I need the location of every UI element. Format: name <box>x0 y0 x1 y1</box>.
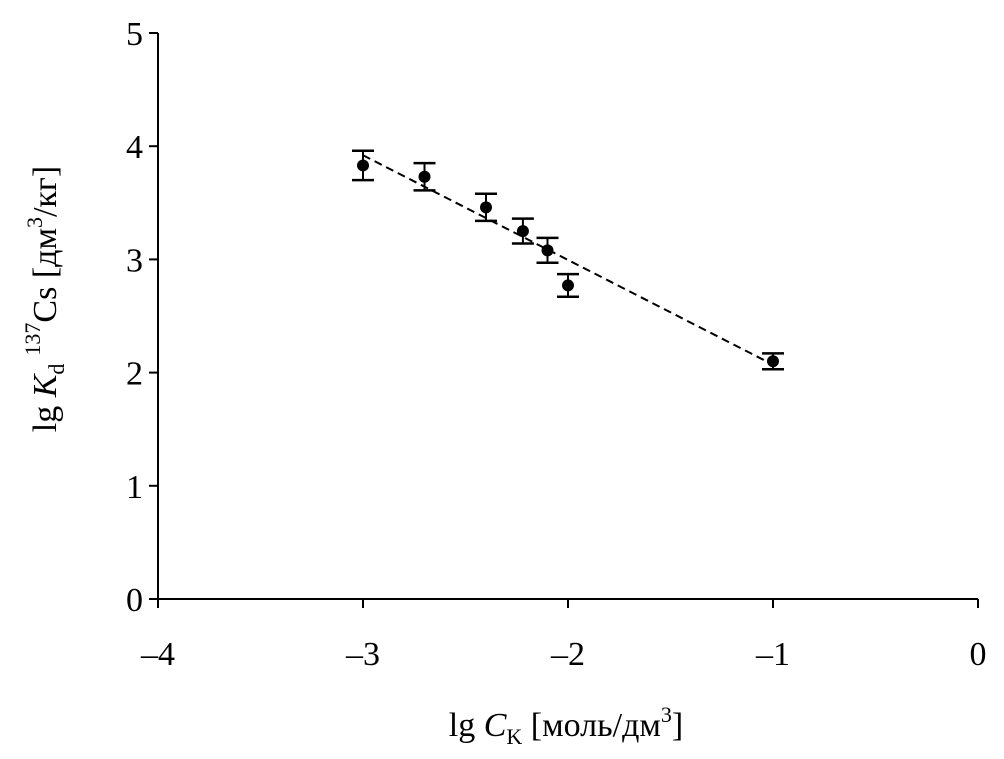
x-label-variable: C <box>484 707 507 744</box>
x-tick-label: –1 <box>755 636 790 673</box>
y-tick-label: 4 <box>126 129 143 166</box>
data-point <box>480 201 492 214</box>
y-tick-label: 2 <box>126 356 143 393</box>
x-label-prefix: lg <box>449 707 484 744</box>
x-label-unit-sup: 3 <box>661 702 672 727</box>
x-tick-label: –3 <box>345 636 380 673</box>
y-label-unit-sup: 3 <box>22 217 47 228</box>
data-point <box>357 159 369 172</box>
y-label-unit-end: /кг] <box>27 166 64 217</box>
x-tick-label: –4 <box>140 636 175 673</box>
y-label-isotope: 137 <box>20 323 45 356</box>
data-point-group <box>536 236 559 265</box>
y-tick-label: 5 <box>126 16 143 53</box>
y-tick-label: 3 <box>126 242 143 279</box>
y-label-element: Cs [дм <box>27 228 64 323</box>
data-point-group <box>352 149 374 182</box>
data-point <box>767 355 779 368</box>
y-axis-label: lg Kd 137Cs [дм3/кг] <box>20 166 69 432</box>
data-point-group <box>475 192 497 223</box>
y-label-prefix: lg <box>27 397 64 432</box>
axes <box>157 33 978 600</box>
y-ticks: 0 1 2 3 4 5 <box>126 16 158 619</box>
x-tick-label: –2 <box>550 636 585 673</box>
trendline-group <box>362 154 774 366</box>
x-label-unit: [моль/дм <box>522 707 661 744</box>
x-axis-label: lg CK [моль/дм3] <box>449 702 683 749</box>
y-tick-label: 0 <box>126 582 143 619</box>
x-ticks: –4 –3 –2 –1 0 <box>140 599 987 673</box>
trendline <box>362 154 774 366</box>
x-label-subscript: K <box>506 724 522 749</box>
data-point-group <box>511 217 534 245</box>
data-points <box>352 149 784 371</box>
x-tick-label: 0 <box>970 636 987 673</box>
data-point-group <box>413 161 436 192</box>
data-point <box>541 244 554 257</box>
y-tick-label: 1 <box>126 469 143 506</box>
data-point <box>418 170 431 183</box>
y-label-variable: K <box>27 372 64 398</box>
data-point <box>516 225 529 238</box>
data-point <box>562 279 574 292</box>
data-point-group <box>557 272 579 299</box>
x-label-unit-end: ] <box>672 707 683 744</box>
y-label-subscript: d <box>44 364 69 375</box>
data-point-group <box>762 352 784 371</box>
